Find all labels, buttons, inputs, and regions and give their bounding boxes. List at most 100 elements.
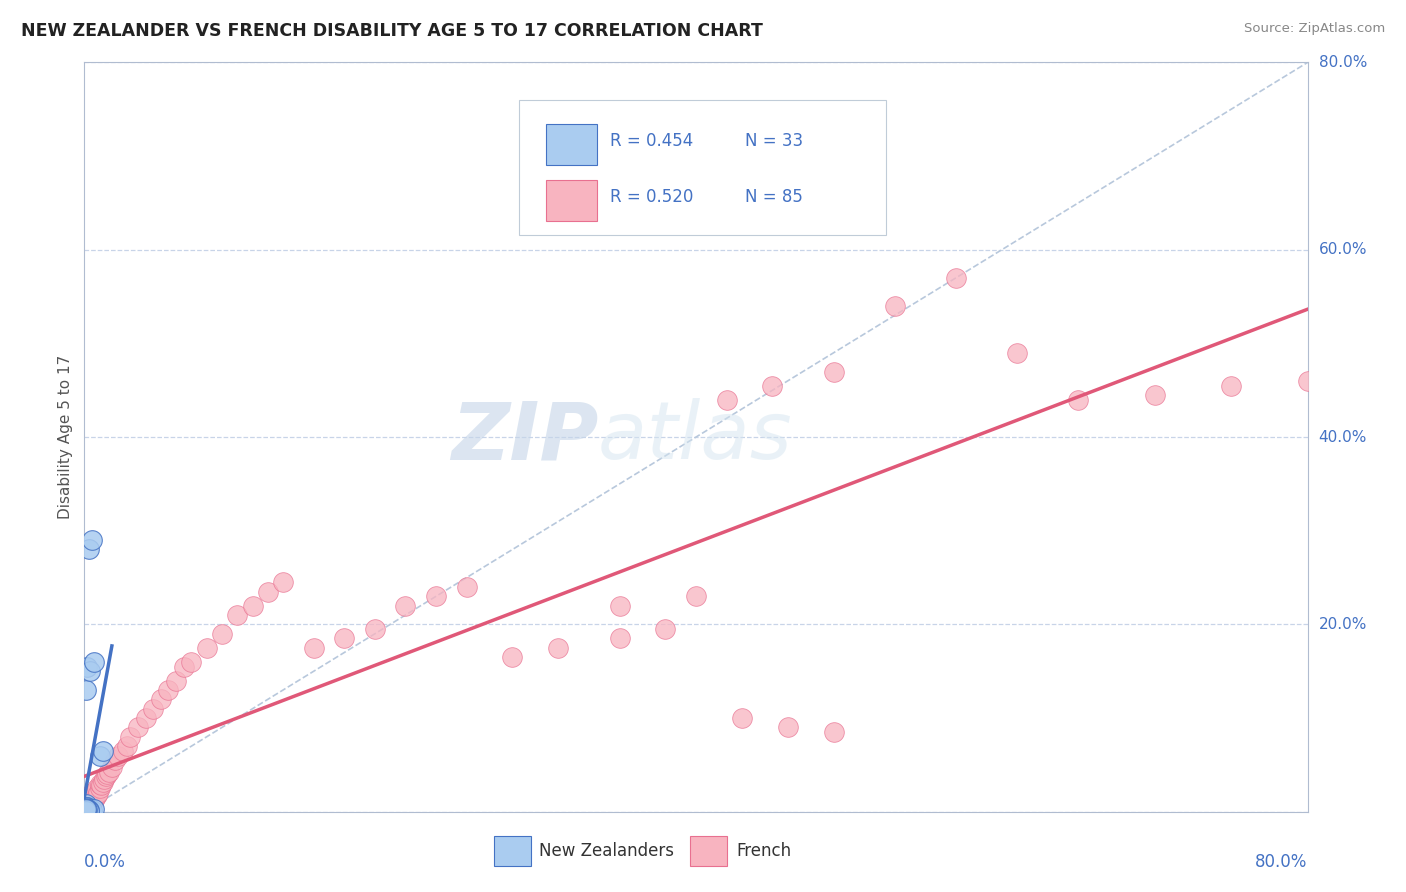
Point <box>104 753 127 767</box>
Point <box>80 790 103 805</box>
Point <box>165 673 187 688</box>
Point <box>76 797 98 812</box>
Point <box>76 803 98 817</box>
Text: French: French <box>737 842 792 860</box>
Point <box>77 803 100 817</box>
Point <box>94 769 117 783</box>
Point <box>394 599 416 613</box>
Point <box>75 804 97 818</box>
Point <box>89 776 111 791</box>
Point <box>456 580 478 594</box>
Point <box>96 767 118 781</box>
Point <box>75 802 97 816</box>
Text: ZIP: ZIP <box>451 398 598 476</box>
Point <box>425 590 447 604</box>
Point <box>685 590 707 604</box>
Point <box>84 790 107 805</box>
Point <box>75 798 97 813</box>
Point <box>76 659 98 673</box>
Point <box>502 650 524 665</box>
FancyBboxPatch shape <box>494 836 531 865</box>
Point <box>135 711 157 725</box>
Point <box>79 802 101 816</box>
Point <box>1143 388 1166 402</box>
Point <box>547 640 569 655</box>
Point <box>242 599 264 613</box>
Point <box>97 765 120 780</box>
Text: 40.0%: 40.0% <box>1319 430 1367 444</box>
Text: N = 85: N = 85 <box>745 188 803 206</box>
Point <box>76 803 98 817</box>
Point <box>1005 345 1028 359</box>
Point <box>1296 374 1319 388</box>
Point <box>91 744 114 758</box>
Point <box>84 786 107 800</box>
Point <box>77 804 100 818</box>
Point <box>75 802 97 816</box>
Text: 80.0%: 80.0% <box>1319 55 1367 70</box>
Point <box>142 701 165 715</box>
Point <box>77 790 100 805</box>
Point <box>731 711 754 725</box>
Point <box>79 793 101 807</box>
FancyBboxPatch shape <box>546 124 598 165</box>
Point <box>211 626 233 640</box>
Point <box>654 622 676 636</box>
Point <box>609 599 631 613</box>
Point <box>75 802 97 816</box>
Point <box>1067 392 1090 407</box>
Point <box>823 725 845 739</box>
Point <box>75 683 97 698</box>
Point <box>83 655 105 669</box>
Point <box>80 796 103 810</box>
Text: New Zealanders: New Zealanders <box>540 842 675 860</box>
Point <box>83 793 105 807</box>
Point <box>86 788 108 802</box>
Point <box>75 804 97 818</box>
Point <box>80 786 103 800</box>
Point <box>76 800 98 814</box>
Point <box>76 802 98 816</box>
Point <box>945 271 967 285</box>
Point <box>77 793 100 807</box>
Point <box>75 800 97 814</box>
Point <box>77 542 100 557</box>
Point <box>364 622 387 636</box>
Point <box>79 788 101 802</box>
Point <box>75 804 97 818</box>
Point <box>77 800 100 814</box>
Text: 0.0%: 0.0% <box>84 853 127 871</box>
Point <box>83 788 105 802</box>
Point <box>75 802 97 816</box>
Point <box>120 730 142 744</box>
Point <box>79 797 101 812</box>
Point <box>75 804 97 818</box>
Text: NEW ZEALANDER VS FRENCH DISABILITY AGE 5 TO 17 CORRELATION CHART: NEW ZEALANDER VS FRENCH DISABILITY AGE 5… <box>21 22 763 40</box>
Text: atlas: atlas <box>598 398 793 476</box>
Point <box>157 683 180 698</box>
Text: 60.0%: 60.0% <box>1319 243 1367 257</box>
Y-axis label: Disability Age 5 to 17: Disability Age 5 to 17 <box>58 355 73 519</box>
Text: R = 0.520: R = 0.520 <box>610 188 693 206</box>
Point <box>75 797 97 812</box>
Point <box>75 799 97 814</box>
Point <box>87 786 110 800</box>
Point <box>75 803 97 817</box>
Point <box>75 801 97 815</box>
FancyBboxPatch shape <box>690 836 727 865</box>
FancyBboxPatch shape <box>519 100 886 235</box>
Point <box>75 803 97 817</box>
Point <box>79 664 101 679</box>
Point <box>883 299 905 313</box>
Point <box>173 659 195 673</box>
Point <box>333 632 356 646</box>
Point <box>76 798 98 813</box>
Point <box>80 533 103 547</box>
Point <box>111 744 134 758</box>
FancyBboxPatch shape <box>546 180 598 221</box>
Point <box>75 797 97 812</box>
Text: 80.0%: 80.0% <box>1256 853 1308 871</box>
Point <box>115 739 138 753</box>
Point <box>195 640 218 655</box>
Text: 20.0%: 20.0% <box>1319 617 1367 632</box>
